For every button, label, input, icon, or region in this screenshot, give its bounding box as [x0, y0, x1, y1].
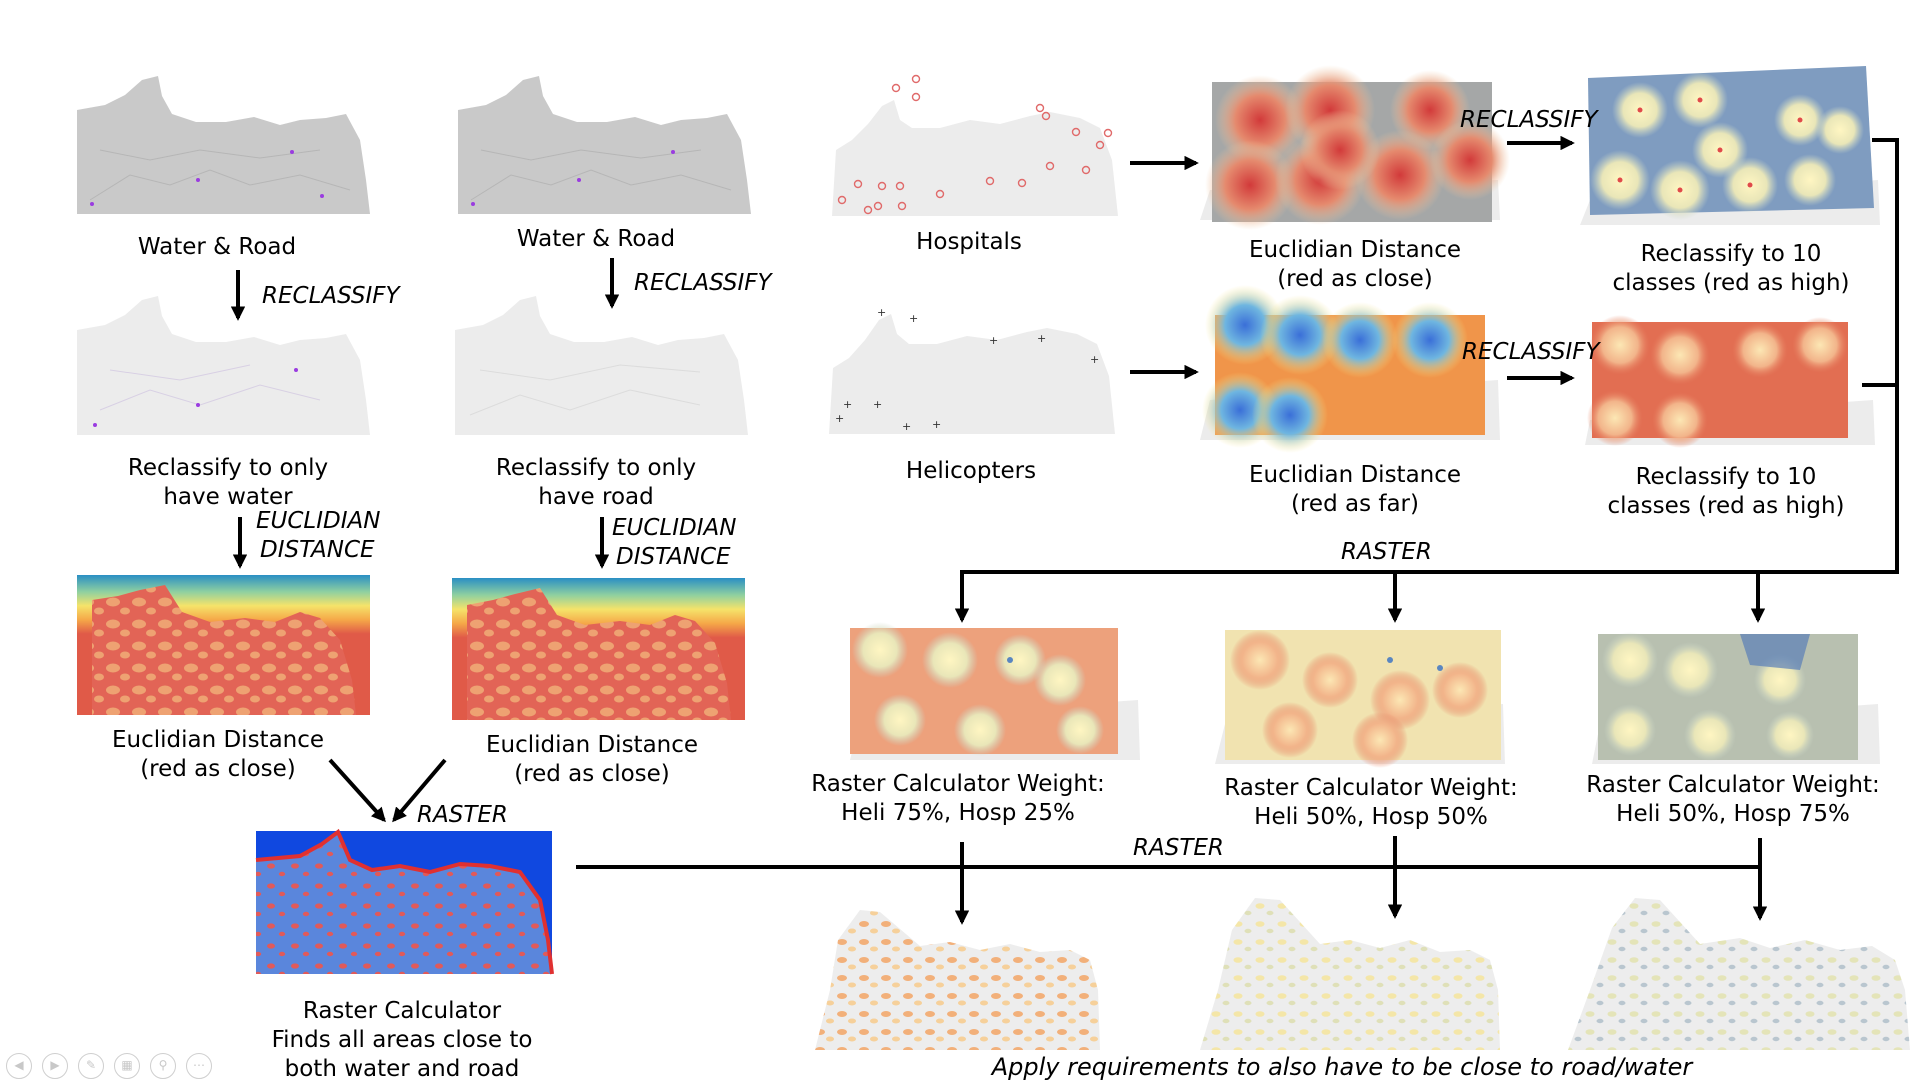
- final-map-3: [1568, 898, 1910, 1050]
- road-only-map: [455, 296, 748, 435]
- op-raster-2: RASTER: [417, 802, 508, 828]
- label-euclid-heli: Euclidian Distance (red as far): [1248, 462, 1462, 517]
- pen-icon[interactable]: ✎: [78, 1053, 104, 1079]
- svg-text:+: +: [835, 412, 844, 425]
- reclass10-hosp-map: [1580, 66, 1880, 225]
- op-euclidian-2: EUCLIDIAN DISTANCE: [612, 515, 737, 570]
- back-icon[interactable]: ◀: [6, 1053, 32, 1079]
- op-reclassify-3: RECLASSIFY: [1460, 107, 1598, 133]
- svg-text:+: +: [909, 312, 918, 325]
- flow-arrows: [230, 135, 1899, 925]
- final-map-2: [1200, 898, 1500, 1050]
- op-reclassify-2: RECLASSIFY: [634, 270, 772, 296]
- weighted-map-3: [1592, 632, 1880, 764]
- label-reclass-water: Reclassify to only have water: [127, 455, 329, 510]
- label-calc-2: Raster Calculator Weight: Heli 50%, Hosp …: [1224, 775, 1518, 830]
- euclid-hosp-map: [1200, 65, 1510, 230]
- svg-text:+: +: [1037, 332, 1046, 345]
- more-icon[interactable]: ⋯: [186, 1053, 212, 1079]
- label-helicopters: Helicopters: [905, 458, 1037, 484]
- label-reclass-road: Reclassify to only have road: [495, 455, 697, 510]
- label-euclid-road: Euclidian Distance (red as close): [485, 732, 699, 787]
- label-reclass10-heli: Reclassify to 10 classes (red as high): [1607, 464, 1845, 519]
- connector-reclass-merge: [962, 138, 1899, 574]
- water-only-map: [77, 296, 370, 435]
- svg-text:+: +: [989, 334, 998, 347]
- label-euclid-water: Euclidian Distance (red as close): [111, 727, 325, 782]
- label-water-road-2: Water & Road: [516, 226, 676, 252]
- label-calc-close: Raster Calculator Finds all areas close t…: [271, 998, 533, 1082]
- weighted-map-2: [1215, 630, 1505, 768]
- water-road-map-1: [77, 76, 370, 214]
- water-road-map-2: [458, 76, 751, 214]
- svg-text:+: +: [873, 398, 882, 411]
- euclid-road-map: [452, 578, 745, 720]
- hospitals-map: [832, 74, 1118, 216]
- label-calc-1: Raster Calculator Weight: Heli 75%, Hosp …: [811, 771, 1105, 826]
- forward-icon[interactable]: ▶: [42, 1053, 68, 1079]
- slides-icon[interactable]: ▦: [114, 1053, 140, 1079]
- svg-text:+: +: [932, 418, 941, 431]
- zoom-icon[interactable]: ⚲: [150, 1053, 176, 1079]
- euclid-water-map: [77, 575, 370, 715]
- close-to-both-map: [255, 828, 554, 975]
- weighted-map-1: [850, 622, 1140, 760]
- reclass10-heli-map: [1585, 315, 1875, 448]
- slideshow-controls: ◀ ▶ ✎ ▦ ⚲ ⋯: [6, 1053, 226, 1079]
- svg-text:+: +: [843, 398, 852, 411]
- op-reclassify-4: RECLASSIFY: [1462, 339, 1600, 365]
- op-raster-3: RASTER: [1133, 835, 1224, 861]
- label-euclid-hosp: Euclidian Distance (red as close): [1248, 237, 1462, 292]
- label-reclass10-hosp: Reclassify to 10 classes (red as high): [1612, 241, 1850, 296]
- arrow-euclid-road-calc: [392, 758, 447, 823]
- svg-text:+: +: [902, 420, 911, 433]
- svg-text:+: +: [877, 306, 886, 319]
- label-calc-3: Raster Calculator Weight: Heli 50%, Hosp …: [1586, 772, 1880, 827]
- svg-text:+: +: [1090, 353, 1099, 366]
- op-reclassify-1: RECLASSIFY: [262, 283, 400, 309]
- footer-note: Apply requirements to also have to be cl…: [991, 1053, 1693, 1081]
- label-hospitals: Hospitals: [916, 229, 1022, 255]
- euclid-heli-map: [1200, 285, 1500, 453]
- op-raster-1: RASTER: [1341, 539, 1432, 565]
- helicopters-map: + ++ +++ +++ +: [829, 306, 1115, 434]
- arrow-euclid-water-calc: [328, 758, 386, 823]
- op-euclidian-1: EUCLIDIAN DISTANCE: [256, 508, 381, 563]
- label-water-road-1: Water & Road: [137, 234, 297, 260]
- final-map-1: [815, 910, 1100, 1050]
